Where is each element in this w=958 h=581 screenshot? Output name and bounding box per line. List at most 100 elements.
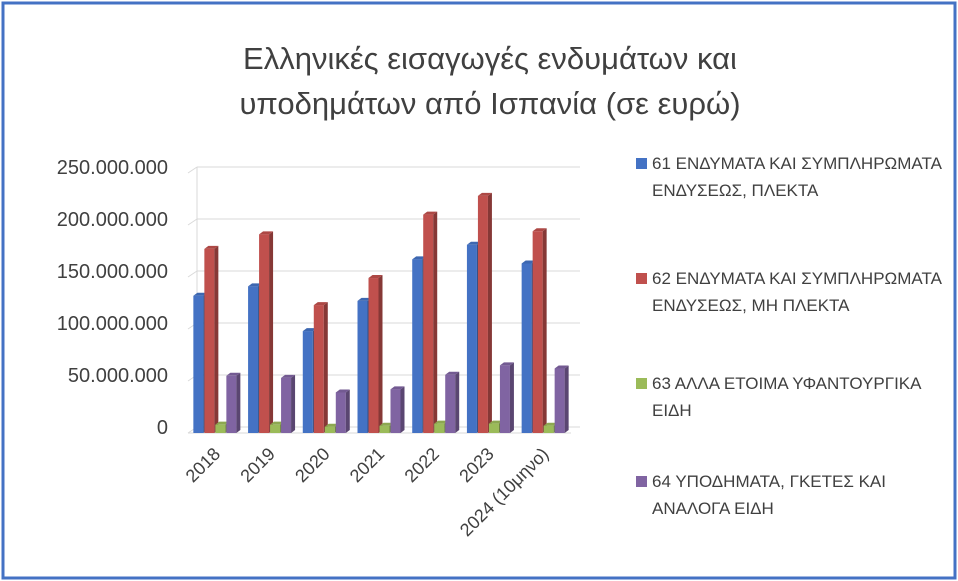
legend-swatch (636, 158, 647, 169)
x-tick-label: 2020 (291, 444, 333, 486)
bar-front (335, 392, 346, 433)
x-tick-label: 2018 (182, 444, 224, 486)
bar-front (259, 234, 270, 433)
bar-top (543, 422, 558, 426)
bar-top (313, 302, 328, 306)
y-tick-label: 150.000.000 (57, 261, 168, 283)
bar-top (412, 256, 427, 260)
bar-top (302, 328, 317, 332)
x-tick-label: 2022 (401, 444, 443, 486)
legend-label: 61 ΕΝΔΥΜΑΤΑ ΚΑΙ ΣΥΜΠΛΗΡΩΜΑΤΑ ΕΝΔΥΣΕΩΣ, Π… (652, 154, 942, 200)
bar-front (324, 426, 335, 433)
bar-front (543, 425, 554, 433)
bar-top (477, 192, 492, 196)
legend-swatch (636, 378, 647, 389)
bar-top (390, 386, 405, 390)
bar-front (412, 259, 423, 433)
bar-front (302, 331, 313, 433)
bar-top (324, 423, 339, 427)
bar-top (445, 371, 460, 375)
bar-top (434, 420, 449, 424)
bar-front (434, 423, 445, 433)
legend-item: 64 ΥΠΟΔΗΜΑΤΑ, ΓΚΕΤΕΣ ΚΑΙ ΑΝΑΛΟΓΑ ΕΙΔΗ (632, 468, 952, 522)
legend-item: 61 ΕΝΔΥΜΑΤΑ ΚΑΙ ΣΥΜΠΛΗΡΩΜΑΤΑ ΕΝΔΥΣΕΩΣ, Π… (632, 150, 952, 204)
bar-top (281, 374, 296, 378)
bar (445, 371, 460, 433)
x-tick-label: 2023 (455, 444, 497, 486)
bar-top (248, 283, 263, 287)
grid-depth (187, 218, 198, 226)
bar-front (477, 195, 488, 433)
bar-side (433, 211, 438, 433)
bar (390, 386, 405, 433)
grid-depth (187, 270, 198, 278)
y-tick-label: 100.000.000 (57, 313, 168, 335)
bar-front (466, 244, 477, 433)
y-tick-label: 250.000.000 (57, 157, 168, 179)
bar-side (378, 275, 383, 433)
bar-front (521, 263, 532, 433)
legend-label: 64 ΥΠΟΔΗΜΑΤΑ, ΓΚΕΤΕΣ ΚΑΙ ΑΝΑΛΟΓΑ ΕΙΔΗ (652, 472, 886, 518)
y-tick-label: 200.000.000 (57, 209, 168, 231)
x-tick-label: 2021 (346, 444, 388, 486)
bar (477, 192, 492, 433)
bar-side (509, 362, 514, 433)
bar-front (226, 375, 237, 433)
bar (226, 372, 241, 433)
bar-front (368, 278, 379, 433)
bar-front (554, 368, 565, 433)
bar-side (236, 372, 241, 433)
bar (204, 245, 219, 433)
grid-depth (187, 166, 198, 174)
bar-front (488, 423, 499, 433)
bar-front (193, 295, 204, 433)
y-tick-label: 0 (157, 417, 168, 439)
bar-top (270, 421, 285, 425)
legend-item: 62 ΕΝΔΥΜΑΤΑ ΚΑΙ ΣΥΜΠΛΗΡΩΜΑΤΑ ΕΝΔΥΣΕΩΣ, Μ… (632, 265, 952, 319)
bar-side (269, 231, 274, 433)
bar-top (521, 260, 536, 264)
bar (554, 365, 569, 433)
bar-front (445, 374, 456, 433)
bar-front (313, 305, 324, 433)
bar-top (379, 422, 394, 426)
bar-side (564, 365, 569, 433)
bar-top (204, 245, 219, 249)
bar-side (487, 192, 492, 433)
bar-front (248, 286, 259, 433)
bar-top (215, 421, 230, 425)
bar-front (532, 231, 543, 433)
legend-item: 63 ΑΛΛΑ ΕΤΟΙΜΑ ΥΦΑΝΤΟΥΡΓΙΚΑ ΕΙΔΗ (632, 370, 952, 424)
bar-side (345, 389, 350, 433)
bar-front (390, 389, 401, 433)
bar-side (214, 245, 219, 433)
y-tick-label: 50.000.000 (68, 365, 168, 387)
bar-top (357, 297, 372, 301)
bar-top (488, 420, 503, 424)
bar-side (455, 371, 460, 433)
bar (368, 275, 383, 433)
bar-top (259, 231, 274, 235)
bar-side (323, 302, 328, 433)
bar-front (204, 248, 215, 433)
bar (335, 389, 350, 433)
bar (259, 231, 274, 433)
bar (423, 211, 438, 433)
legend-swatch (636, 273, 647, 284)
legend-label: 63 ΑΛΛΑ ΕΤΟΙΜΑ ΥΦΑΝΤΟΥΡΓΙΚΑ ΕΙΔΗ (652, 374, 921, 420)
x-tick-label: 2019 (236, 444, 278, 486)
bar-front (357, 300, 368, 433)
bar-front (379, 425, 390, 433)
bar-top (335, 389, 350, 393)
bar-top (554, 365, 569, 369)
legend-label: 62 ΕΝΔΥΜΑΤΑ ΚΑΙ ΣΥΜΠΛΗΡΩΜΑΤΑ ΕΝΔΥΣΕΩΣ, Μ… (652, 269, 942, 315)
bar-top (368, 275, 383, 279)
bar-side (291, 374, 296, 433)
bar (281, 374, 296, 433)
bar (499, 362, 514, 433)
bar (532, 228, 547, 433)
bar-top (226, 372, 241, 376)
bar-top (499, 362, 514, 366)
